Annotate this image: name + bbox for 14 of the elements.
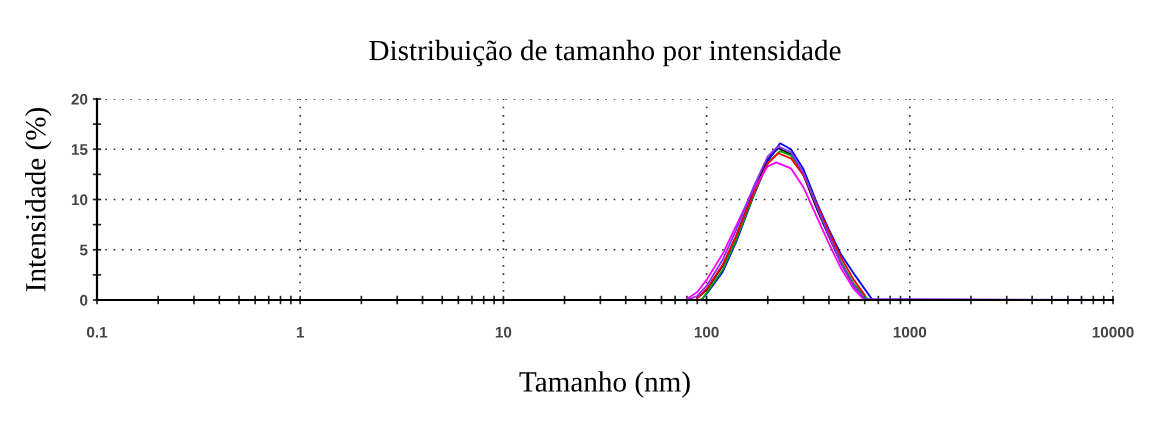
x-tick-label: 10000 [1092,326,1134,338]
y-tick-label: 20 [71,93,88,105]
x-tick-label: 1 [296,326,305,338]
x-axis-title: Tamanho (nm) [519,371,690,398]
y-tick-label: 15 [71,144,88,155]
y-axis-title: Intensidade (%) [25,108,52,292]
y-tick-label: 10 [71,194,88,206]
x-tick-label: 10 [495,326,512,338]
y-tick-label: 5 [79,244,88,256]
x-tick-label: 100 [694,326,719,338]
x-tick-label: 0.1 [86,326,108,338]
y-tick-label: 0 [80,294,88,306]
chart-title: Distribuição de tamanho por intensidade [369,39,841,67]
x-tick-label: 1000 [893,326,927,338]
